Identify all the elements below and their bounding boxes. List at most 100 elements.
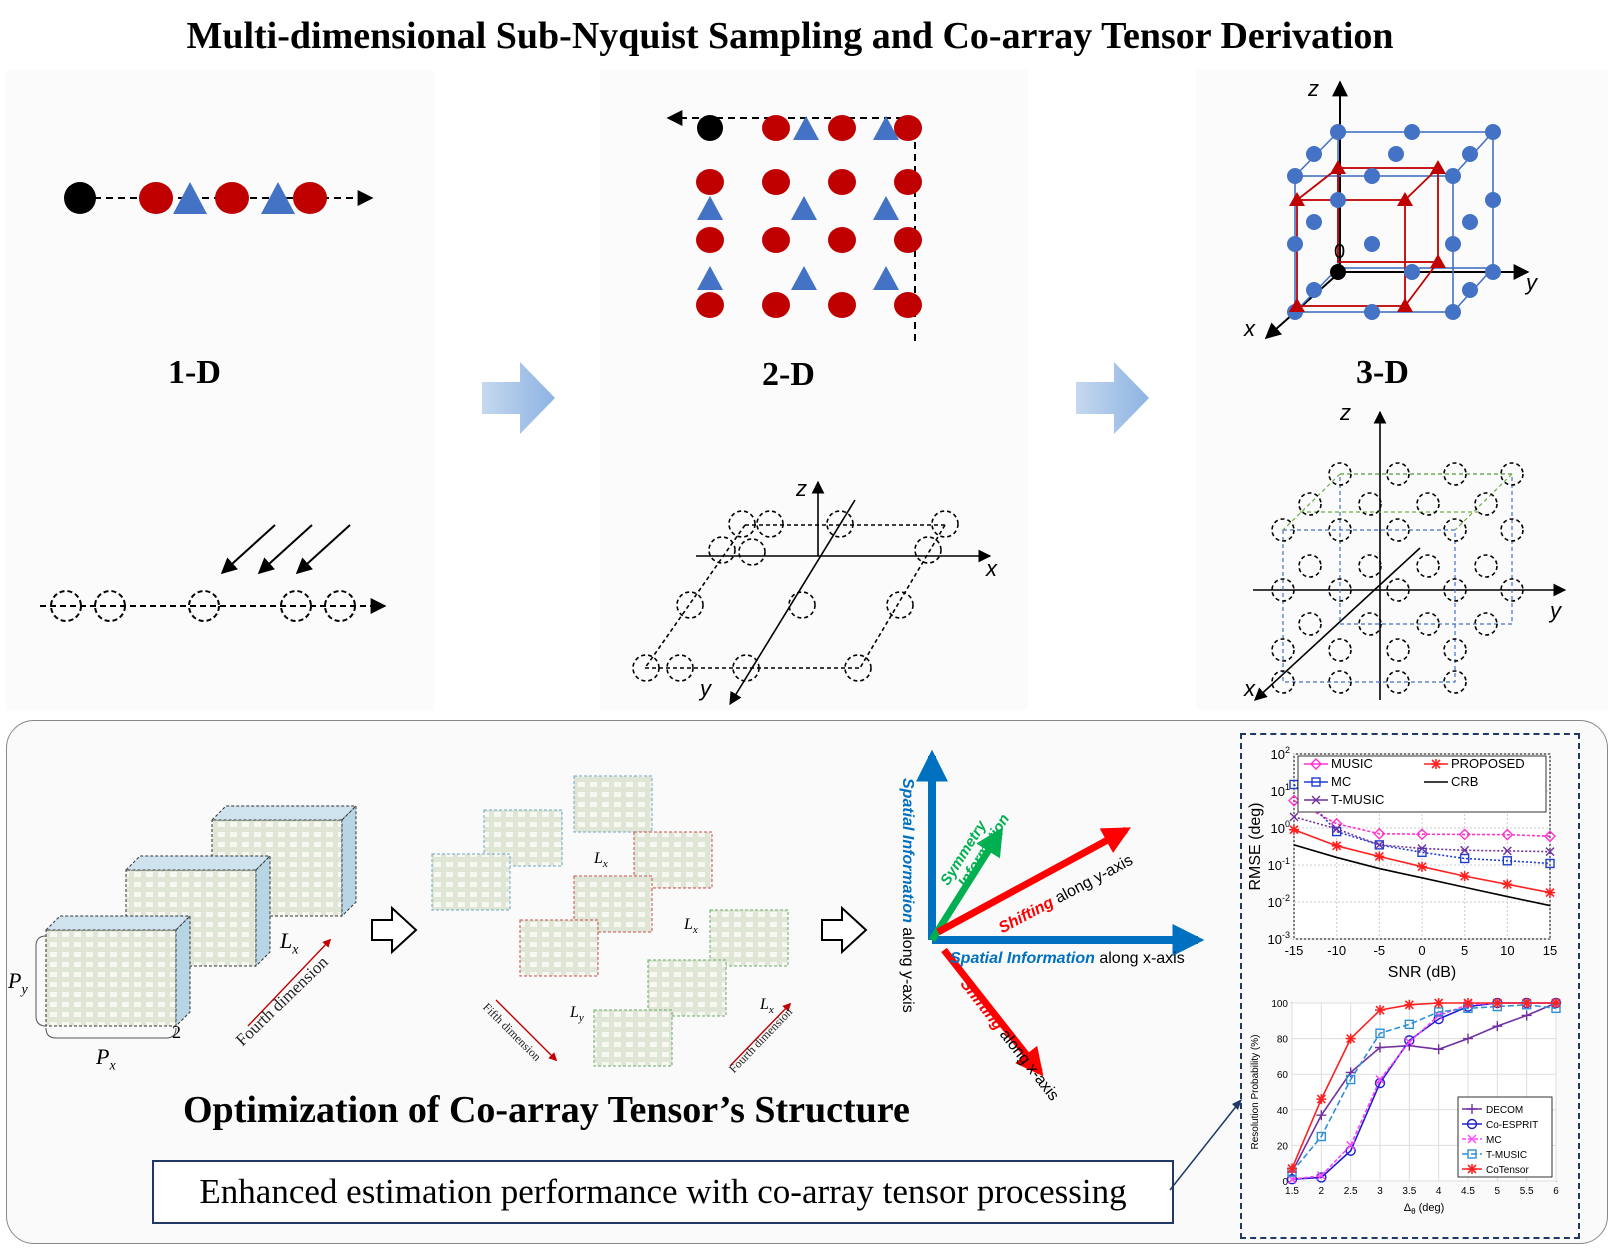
tensor-set-1: [44, 804, 358, 1028]
rmse-point-proposed: [1545, 887, 1555, 898]
resolution-point-t-music: [1404, 1019, 1415, 1030]
label-lx-4-main: L: [760, 996, 769, 1013]
label-two: 2: [172, 1022, 181, 1042]
resolution-legend: DECOM Co-ESPRIT MC T-MUSIC CoTensor: [1457, 1096, 1553, 1178]
resolution-point-cotensor: [1463, 998, 1473, 1008]
resolution-xtick-label: 2.5: [1344, 1186, 1358, 1197]
resolution-point-mc: [1316, 1171, 1326, 1181]
information-arrows: [916, 749, 1205, 1077]
transition-arrow-2: [1076, 362, 1149, 434]
resolution-line-t-music: [1291, 1003, 1557, 1173]
label-spatial-y-rest: along y-axis: [899, 922, 916, 1013]
resolution-xtick-label: 4: [1436, 1186, 1442, 1197]
rmse-point-proposed: [1289, 824, 1299, 835]
array-2d: [666, 110, 922, 342]
resolution-legend-marker: [1466, 1118, 1478, 1130]
rmse-ytick-label: 102: [1271, 745, 1290, 762]
hollow-arrow-1: [371, 905, 418, 955]
label-lx-2-main: L: [594, 850, 603, 867]
rmse-point-music: [1458, 828, 1471, 841]
rmse-xtick-label: 15: [1543, 943, 1557, 958]
rmse-xtick-label: 0: [1418, 943, 1425, 958]
resolution-legend-label: Co-ESPRIT: [1486, 1120, 1538, 1131]
resolution-point-decom: [1521, 1010, 1532, 1021]
label-spatial-x-rest: along x-axis: [1094, 950, 1185, 967]
main-title: Multi-dimensional Sub-Nyquist Sampling a…: [186, 15, 1394, 57]
rmse-legend-box: [1297, 755, 1547, 813]
rmse-point-proposed: [1459, 871, 1470, 882]
resolution-point-cotensor: [1375, 1005, 1385, 1016]
enhanced-performance-box: Enhanced estimation performance with co-…: [152, 1160, 1174, 1224]
axis-x-3d: x: [1243, 316, 1256, 341]
label-lx-1-main: L: [280, 928, 293, 953]
rmse-point-proposed: [1502, 879, 1513, 890]
rmse-series-mc: [1289, 779, 1555, 869]
resolution-legend-marker: [1467, 1149, 1477, 1159]
axis-origin-3d: 0: [1334, 241, 1345, 263]
resolution-legend-marker: [1467, 1164, 1477, 1174]
resolution-xtick-label: 4.5: [1461, 1186, 1475, 1197]
tensor-structure-diagram: [35, 749, 1205, 1077]
rmse-line-crb: [1293, 844, 1551, 907]
axis-z-3d: z: [1307, 76, 1319, 101]
axis-y-3d: y: [1524, 270, 1539, 295]
rmse-point-music: [1544, 830, 1556, 843]
rmse-ytick-label: 10-1: [1268, 856, 1290, 873]
label-lx-2-sub: x: [602, 858, 608, 871]
resolution-chart: 1.5 2 2.5 3 3.5 4 4.5 5 5.5 6020406080100DECOMCo-…: [1250, 997, 1562, 1216]
label-spatial-y-bold: Spatial Information: [899, 778, 916, 923]
virtual-array-2d: [632, 480, 992, 706]
optimization-title: Optimization of Co-array Tensor’s Struct…: [183, 1089, 910, 1131]
resolution-point-cotensor: [1551, 998, 1561, 1008]
rmse-xtick-label: -15: [1285, 943, 1304, 958]
resolution-line-decom: [1291, 1002, 1557, 1173]
rmse-point-mc: [1502, 856, 1513, 866]
panel-1d: [6, 70, 434, 710]
resolution-xlabel: Δθ (deg): [1404, 1202, 1445, 1216]
resolution-point-co-esprit: [1286, 1174, 1298, 1185]
resolution-series-cotensor: [1287, 998, 1561, 1174]
resolution-ytick-label: 20: [1277, 1141, 1289, 1152]
label-px-main: P: [96, 1044, 110, 1069]
axis-z-virtual-3d: z: [1339, 400, 1351, 425]
label-py-sub: y: [21, 982, 28, 998]
rmse-point-t-music: [1374, 840, 1384, 850]
rmse-point-t-music: [1460, 845, 1470, 855]
label-lx-3: Lx: [684, 916, 698, 936]
resolution-point-cotensor: [1521, 998, 1532, 1008]
rmse-series-t-music: [1289, 812, 1555, 857]
resolution-point-co-esprit: [1316, 1172, 1327, 1183]
label-ly-main: L: [570, 1004, 579, 1021]
array-3d: [1264, 80, 1530, 340]
label-lx-4: Lx: [760, 996, 774, 1016]
label-lx-2: Lx: [594, 850, 608, 870]
resolution-point-decom: [1316, 1110, 1327, 1121]
label-2d: 2-D: [762, 356, 815, 393]
tensor-set-2: [431, 775, 789, 1067]
label-lx-4-sub: x: [768, 1004, 774, 1017]
resolution-legend-label: DECOM: [1486, 1105, 1523, 1116]
resolution-ytick-label: 100: [1271, 999, 1288, 1010]
rmse-xtick-label: 5: [1461, 943, 1468, 958]
rmse-ytick-label: 10-2: [1268, 893, 1290, 910]
rmse-point-mc: [1459, 853, 1470, 864]
resolution-xtick-label: 5: [1495, 1186, 1501, 1197]
resolution-xtick-label: 1.5: [1285, 1186, 1299, 1197]
resolution-point-mc: [1346, 1140, 1356, 1150]
rmse-point-mc: [1331, 826, 1342, 837]
rmse-ylabel: RMSE (deg): [1247, 802, 1264, 890]
label-spatial-y: Spatial Information along y-axis: [898, 778, 916, 1013]
rmse-ytick-label: 100: [1271, 819, 1290, 836]
rmse-chart: -15 -10 -5 0 5 10 1510210110010-110-210-3MUSIC…: [1247, 745, 1557, 981]
label-px-sub: x: [109, 1058, 116, 1074]
resolution-legend-label: MC: [1486, 1135, 1502, 1146]
resolution-point-cotensor: [1316, 1094, 1327, 1105]
rmse-legend-marker: [1310, 758, 1322, 770]
label-ly-sub: y: [578, 1012, 584, 1025]
rmse-legend-label: MC: [1331, 774, 1351, 789]
rmse-point-t-music: [1502, 846, 1512, 856]
results-box: [1240, 733, 1580, 1239]
resolution-point-cotensor: [1433, 998, 1444, 1008]
rmse-point-proposed: [1331, 840, 1342, 851]
rmse-legend-marker: [1431, 759, 1441, 769]
